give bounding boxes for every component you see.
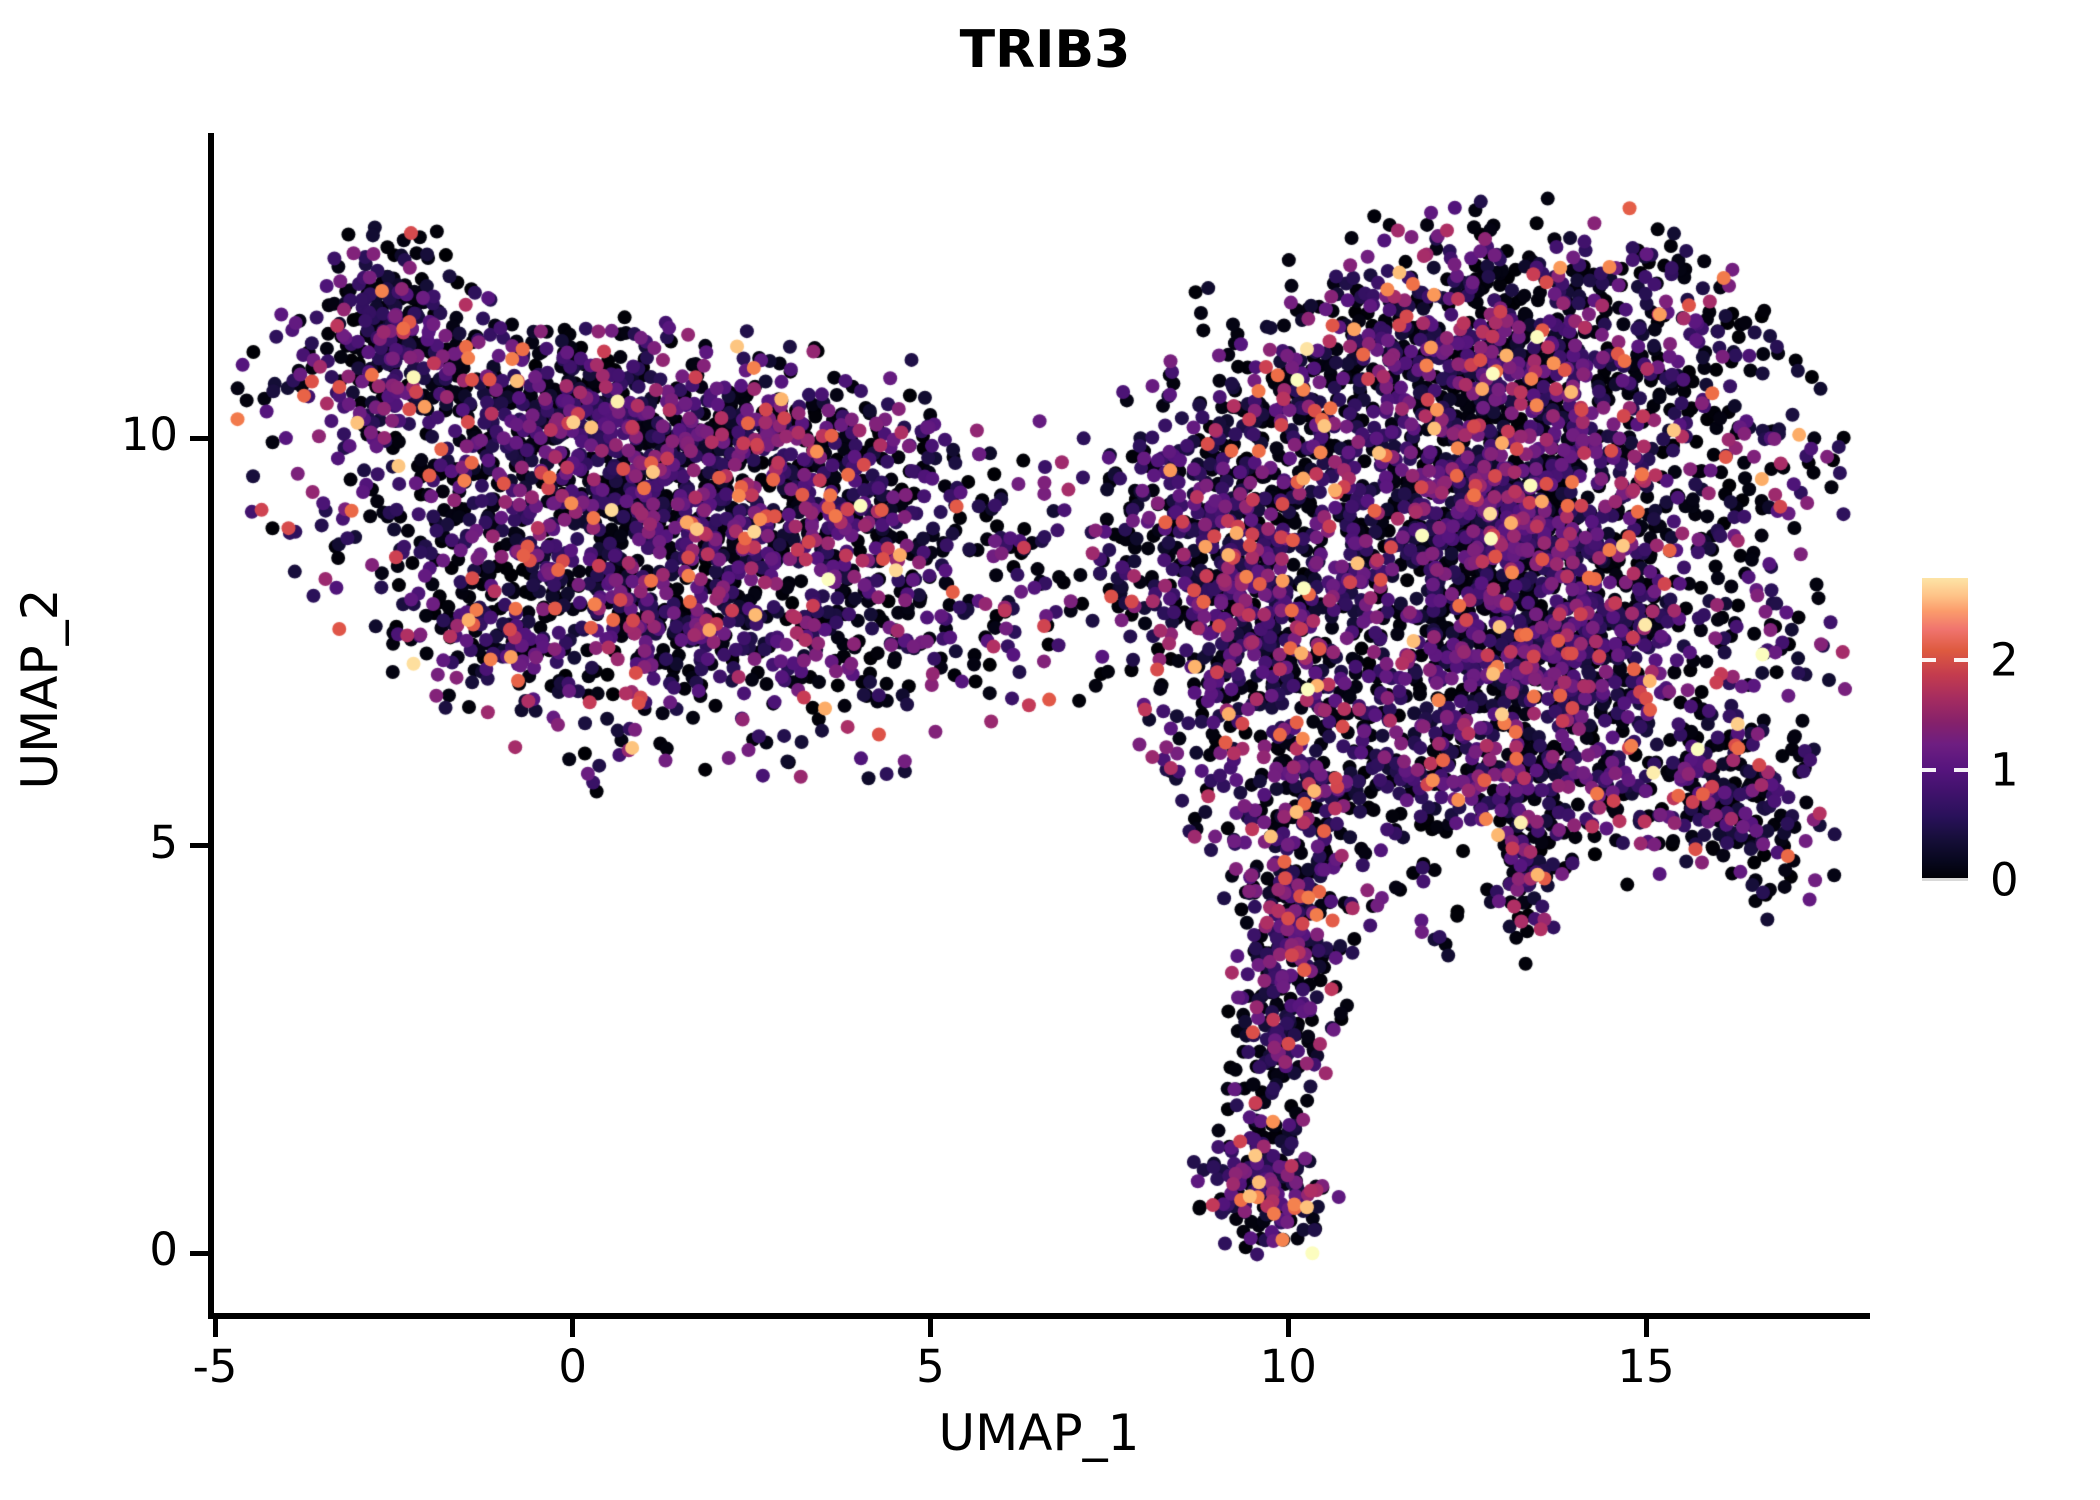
- x-axis-label: UMAP_1: [938, 1404, 1140, 1462]
- colorbar-tick-label: 0: [1990, 853, 2019, 907]
- x-tick-mark: [212, 1319, 218, 1337]
- y-axis-spine: [208, 133, 214, 1318]
- y-tick-mark: [190, 1250, 208, 1256]
- y-tick-label: 0: [149, 1223, 178, 1276]
- colorbar-gradient: [1922, 578, 1968, 880]
- colorbar-tick-mark: [1922, 768, 1936, 773]
- x-axis-spine: [208, 1313, 1870, 1319]
- x-tick-label: 0: [558, 1340, 588, 1393]
- colorbar: [1922, 578, 1968, 880]
- y-tick-label: 10: [120, 408, 178, 461]
- x-tick-mark: [1285, 1319, 1291, 1337]
- y-tick-mark: [190, 843, 208, 848]
- x-tick-label: 10: [1259, 1340, 1317, 1393]
- colorbar-tick-label: 2: [1990, 633, 2019, 687]
- y-tick-mark: [190, 435, 208, 441]
- x-tick-mark: [928, 1319, 933, 1337]
- x-tick-label: 15: [1617, 1340, 1675, 1393]
- x-tick-mark: [1643, 1319, 1649, 1337]
- x-tick-label: -5: [192, 1340, 238, 1393]
- colorbar-tick-mark: [1922, 658, 1936, 663]
- colorbar-tick-mark: [1954, 658, 1968, 663]
- colorbar-tick-label: 1: [1990, 743, 2019, 797]
- y-tick-label: 5: [149, 815, 178, 869]
- x-tick-mark: [570, 1319, 576, 1337]
- x-tick-label: 5: [916, 1340, 945, 1393]
- y-axis-label: UMAP_2: [11, 588, 69, 790]
- colorbar-tick-mark: [1922, 878, 1968, 881]
- colorbar-tick-mark: [1954, 768, 1968, 773]
